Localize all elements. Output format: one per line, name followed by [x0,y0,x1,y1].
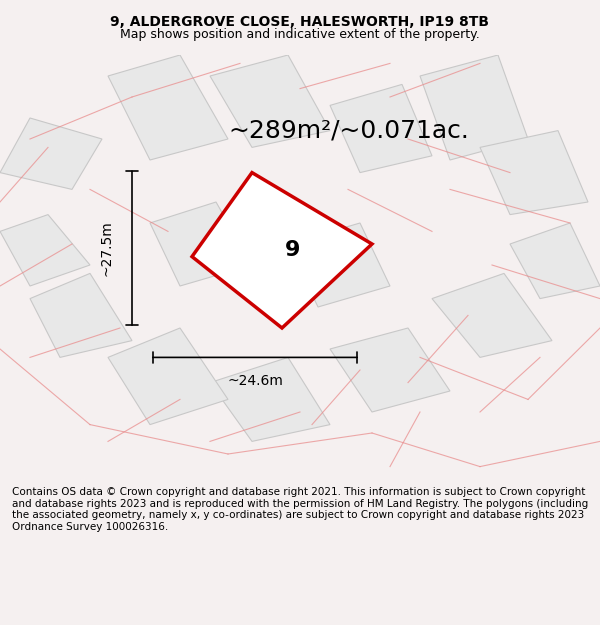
Polygon shape [510,223,600,299]
Text: 9: 9 [285,240,300,260]
Text: Map shows position and indicative extent of the property.: Map shows position and indicative extent… [120,28,480,41]
Polygon shape [108,55,228,160]
Polygon shape [330,84,432,172]
Polygon shape [0,118,102,189]
Polygon shape [480,131,588,214]
Polygon shape [0,214,90,286]
Polygon shape [30,273,132,358]
Polygon shape [330,328,450,412]
Polygon shape [210,55,330,148]
Polygon shape [432,273,552,358]
Polygon shape [420,55,528,160]
Text: 9, ALDERGROVE CLOSE, HALESWORTH, IP19 8TB: 9, ALDERGROVE CLOSE, HALESWORTH, IP19 8T… [110,16,490,29]
Polygon shape [150,202,252,286]
Polygon shape [108,328,228,424]
Polygon shape [288,223,390,307]
Text: ~289m²/~0.071ac.: ~289m²/~0.071ac. [228,119,469,142]
Polygon shape [192,173,372,328]
Text: Contains OS data © Crown copyright and database right 2021. This information is : Contains OS data © Crown copyright and d… [12,487,588,532]
Polygon shape [210,357,330,441]
Text: ~27.5m: ~27.5m [100,221,114,276]
Text: ~24.6m: ~24.6m [227,374,283,388]
